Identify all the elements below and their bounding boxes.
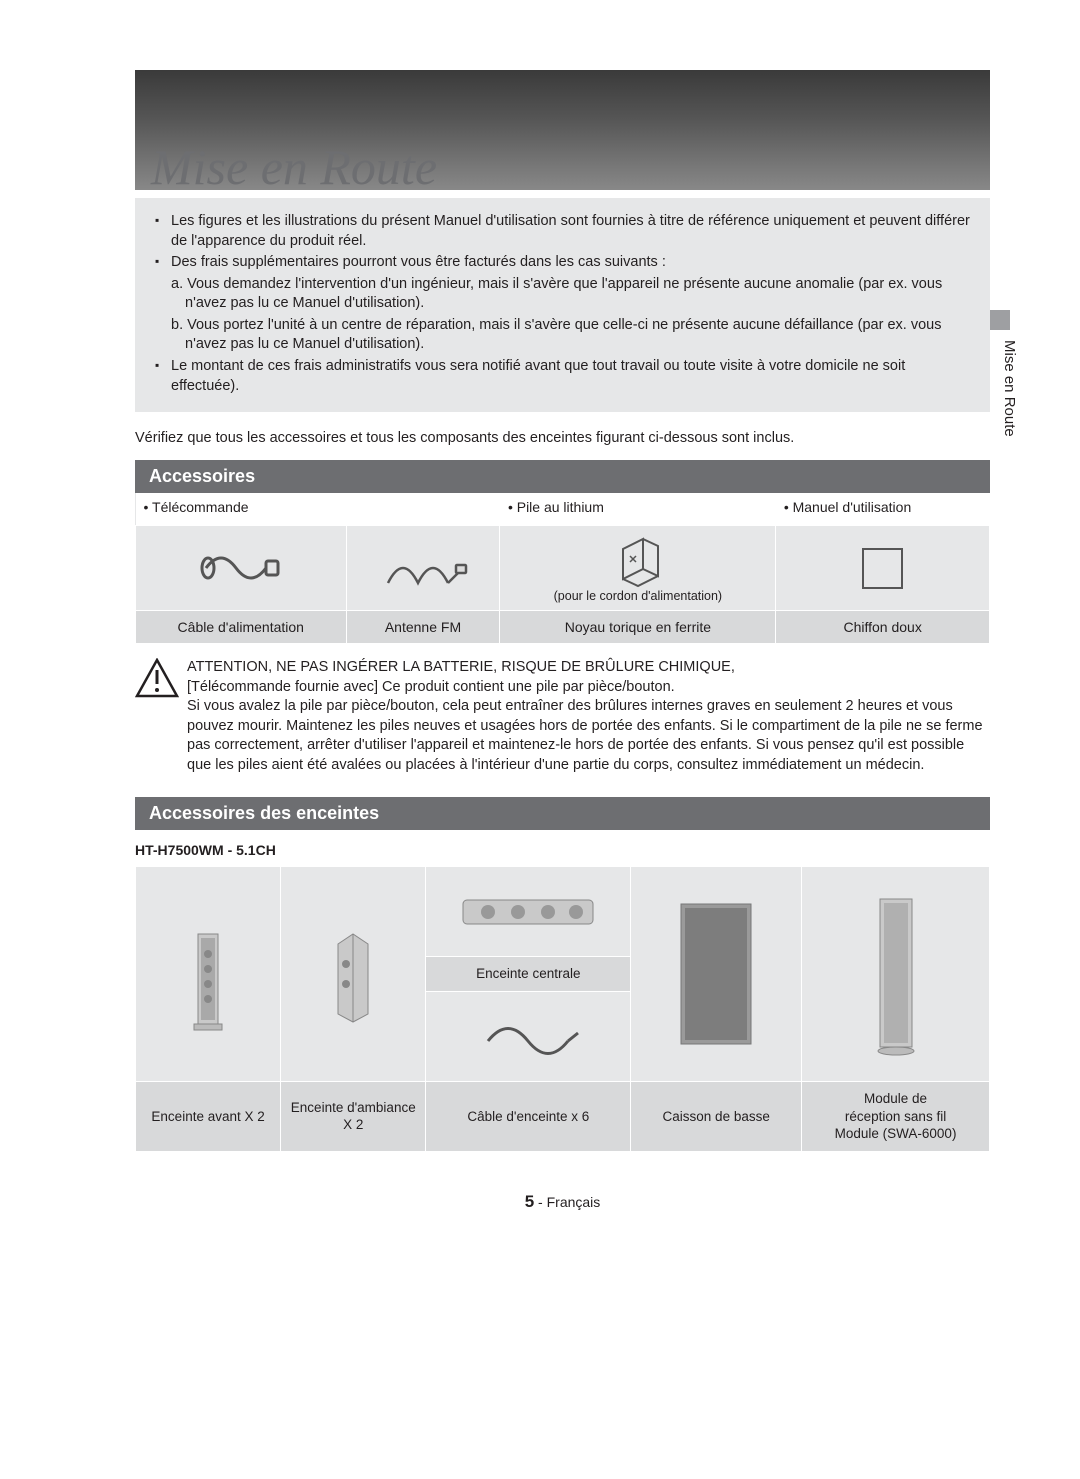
acc-label: Noyau torique en ferrite bbox=[500, 611, 776, 644]
notice-box: Les figures et les illustrations du prés… bbox=[135, 198, 990, 412]
spk-image-cell bbox=[631, 867, 802, 1082]
acc-image-cell: (pour le cordon d'alimentation) bbox=[500, 526, 776, 611]
ferrite-note: (pour le cordon d'alimentation) bbox=[504, 589, 771, 603]
side-tab bbox=[990, 310, 1010, 330]
power-cable-icon bbox=[196, 543, 286, 593]
speaker-cable-icon bbox=[473, 1011, 583, 1061]
spk-label: Enceinte d'ambiance X 2 bbox=[281, 1081, 426, 1151]
warning-heading: ATTENTION, NE PAS INGÉRER LA BATTERIE, R… bbox=[187, 658, 990, 678]
notice-item: Des frais supplémentaires pourront vous … bbox=[145, 253, 972, 273]
warning-subheading: [Télécommande fournie avec] Ce produit c… bbox=[187, 678, 990, 698]
accessories-table: • Télécommande • Pile au lithium • Manue… bbox=[135, 493, 990, 644]
page-footer: 5 - Français bbox=[135, 1192, 990, 1212]
battery-warning: ATTENTION, NE PAS INGÉRER LA BATTERIE, R… bbox=[135, 658, 990, 775]
surround-speaker-icon bbox=[328, 924, 378, 1024]
spk-label: Enceinte avant X 2 bbox=[136, 1081, 281, 1151]
acc-image-cell bbox=[136, 526, 347, 611]
acc-top-label: • Télécommande bbox=[136, 493, 500, 526]
acc-label: Chiffon doux bbox=[776, 611, 990, 644]
warning-triangle-icon bbox=[135, 658, 179, 698]
subwoofer-icon bbox=[671, 894, 761, 1054]
hero-banner: Mise en Route bbox=[135, 70, 990, 190]
acc-top-label: • Manuel d'utilisation bbox=[776, 493, 990, 526]
spk-label: Câble d'enceinte x 6 bbox=[426, 1081, 631, 1151]
spk-image-cell bbox=[426, 867, 631, 957]
page-language: - Français bbox=[534, 1194, 600, 1210]
verify-text: Vérifiez que tous les accessoires et tou… bbox=[135, 430, 990, 446]
acc-image-cell bbox=[776, 526, 990, 611]
fm-antenna-icon bbox=[378, 543, 468, 593]
front-speaker-icon bbox=[188, 904, 228, 1044]
section-heading-accessories: Accessoires bbox=[135, 460, 990, 493]
model-label: HT-H7500WM - 5.1CH bbox=[135, 842, 990, 858]
notice-item: Les figures et les illustrations du prés… bbox=[145, 212, 972, 251]
notice-subitem: a. Vous demandez l'intervention d'un ing… bbox=[145, 275, 972, 314]
spk-image-cell bbox=[802, 867, 990, 1082]
speakers-table: Enceinte centrale Enceinte avant X 2 Enc… bbox=[135, 866, 990, 1151]
acc-image-cell bbox=[346, 526, 500, 611]
acc-top-label: • Pile au lithium bbox=[500, 493, 776, 526]
spk-center-label: Enceinte centrale bbox=[426, 957, 631, 992]
ferrite-core-icon bbox=[608, 534, 668, 589]
spk-label: Caisson de basse bbox=[631, 1081, 802, 1151]
page-title: Mise en Route bbox=[151, 138, 437, 196]
acc-label: Câble d'alimentation bbox=[136, 611, 347, 644]
soft-cloth-icon bbox=[855, 541, 910, 596]
spk-image-cell bbox=[426, 991, 631, 1081]
acc-label: Antenne FM bbox=[346, 611, 500, 644]
center-speaker-icon bbox=[458, 892, 598, 932]
spk-image-cell bbox=[136, 867, 281, 1082]
spk-image-cell bbox=[281, 867, 426, 1082]
side-section-label: Mise en Route bbox=[1001, 340, 1018, 437]
section-heading-speakers: Accessoires des enceintes bbox=[135, 797, 990, 830]
warning-body: Si vous avalez la pile par pièce/bouton,… bbox=[187, 698, 983, 773]
notice-subitem: b. Vous portez l'unité à un centre de ré… bbox=[145, 316, 972, 355]
wireless-module-icon bbox=[866, 889, 926, 1059]
notice-item: Le montant de ces frais administratifs v… bbox=[145, 357, 972, 396]
spk-label: Module de réception sans fil Module (SWA… bbox=[802, 1081, 990, 1151]
page-number: 5 bbox=[525, 1192, 534, 1211]
